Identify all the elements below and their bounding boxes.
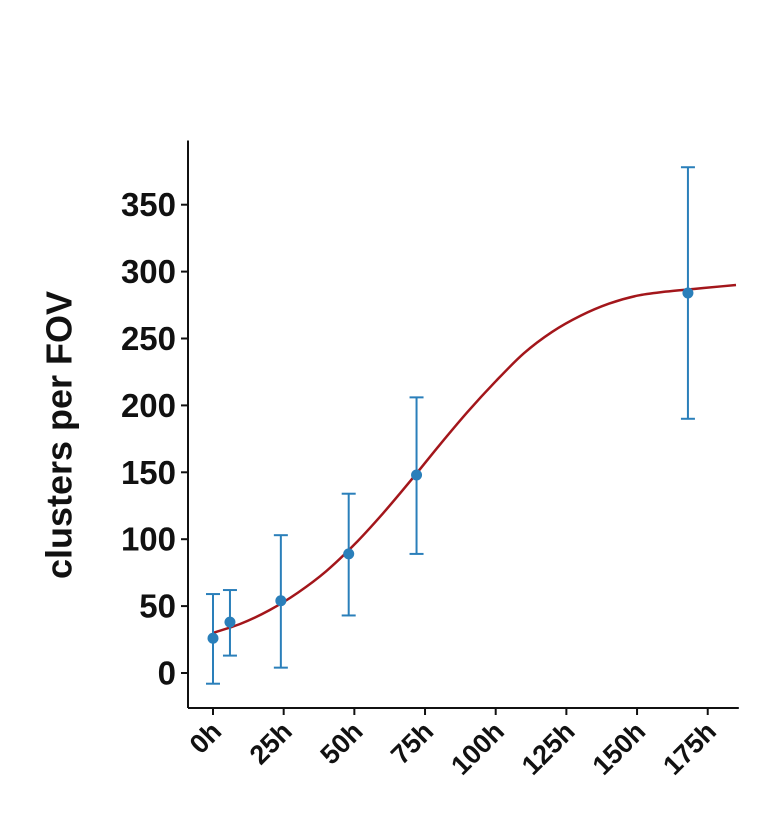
data-point-group — [680, 166, 695, 420]
y-tick-label: 350 — [121, 186, 176, 223]
x-tick-label: 75h — [385, 716, 439, 770]
x-tick-label: 50h — [315, 716, 369, 770]
x-tick-label: 100h — [445, 716, 510, 781]
y-tick-label: 50 — [139, 588, 176, 625]
data-points-layer — [206, 166, 695, 685]
fit-curve-layer — [212, 283, 737, 635]
data-point — [275, 595, 287, 607]
data-point-group — [273, 534, 288, 669]
y-tick-label: 0 — [158, 655, 176, 692]
data-point — [207, 632, 219, 644]
y-tick-label: 200 — [121, 387, 176, 424]
data-point-group — [409, 396, 424, 555]
data-point — [411, 469, 423, 481]
y-tick-label: 100 — [121, 521, 176, 558]
data-point — [343, 548, 355, 560]
data-point — [224, 616, 236, 628]
data-point-group — [341, 492, 356, 617]
x-tick-label: 150h — [587, 716, 652, 781]
x-tick-label: 125h — [516, 716, 581, 781]
fit-curve-line — [212, 283, 737, 635]
y-tick-label: 250 — [121, 320, 176, 357]
y-axis-title: clusters per FOV — [39, 291, 80, 579]
y-tick-label: 150 — [121, 454, 176, 491]
data-point-group — [222, 589, 237, 657]
axes: 0 50 100 150 200 250 300 350 0h 25h 50h 75h 100h 125h… — [121, 140, 739, 781]
y-tick-label: 300 — [121, 253, 176, 290]
x-tick-label: 175h — [657, 716, 722, 781]
x-tick-label: 0h — [184, 716, 227, 759]
data-point — [682, 287, 694, 299]
data-point-group — [206, 593, 220, 685]
x-tick-label: 25h — [244, 716, 298, 770]
